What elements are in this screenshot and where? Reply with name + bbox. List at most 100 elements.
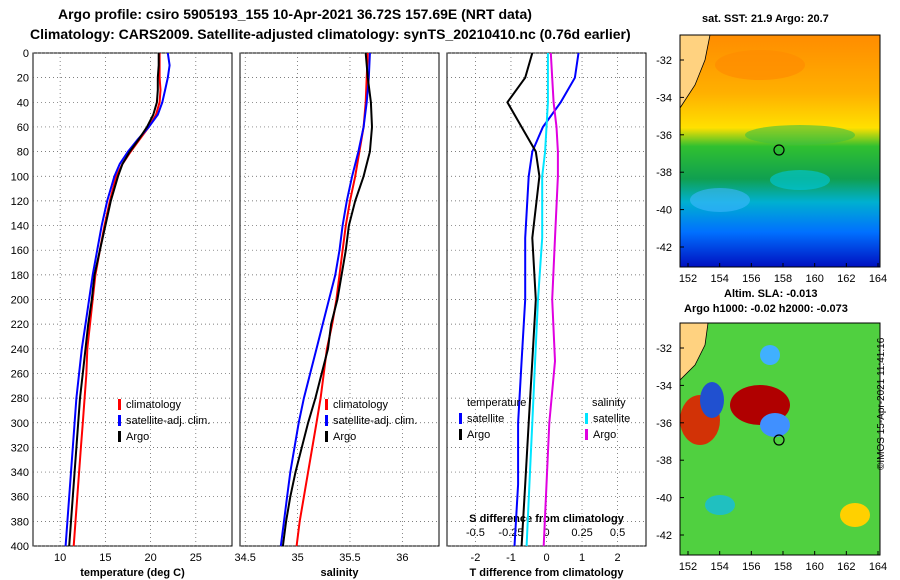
sst-map	[679, 34, 880, 267]
y-tick-label: 280	[11, 393, 29, 405]
map-x-tick-label: 154	[710, 561, 728, 573]
legend-label: satellite	[467, 413, 504, 425]
y-tick-label: 340	[11, 467, 29, 479]
legend-swatch	[585, 429, 588, 440]
legend-swatch	[325, 431, 328, 442]
plot-frame	[239, 52, 440, 547]
y-tick-label: 180	[11, 270, 29, 282]
series-line-s-satellite	[525, 53, 549, 547]
profile-title: Argo profile: csiro 5905193_155 10-Apr-2…	[58, 6, 532, 22]
plot-frame	[32, 52, 233, 547]
legend-heading: temperature	[467, 397, 526, 409]
copyright: ©IMOS 15-Apr-2021 11:41:16	[876, 337, 887, 470]
map-x-tick-label: 160	[805, 561, 823, 573]
sla-map-title: Altim. SLA: -0.013	[724, 288, 818, 300]
x-axis-label: salinity	[321, 567, 360, 579]
y-tick-label: 60	[17, 122, 29, 134]
map-y-tick-label: -34	[656, 380, 672, 392]
map-y-tick-label: -34	[656, 92, 672, 104]
x2-tick-label: -0.25	[498, 527, 523, 539]
y-tick-label: 260	[11, 368, 29, 380]
y-tick-label: 140	[11, 221, 29, 233]
map-x-tick-label: 156	[742, 561, 760, 573]
series-line-satellite-adj-clim-	[279, 52, 371, 547]
map-x-tick-label: 156	[742, 273, 760, 285]
x-tick-label: 1	[579, 552, 585, 564]
map-x-tick-label: 158	[774, 273, 792, 285]
x-tick-label: 35.5	[339, 552, 360, 564]
map-y-tick-label: -38	[656, 455, 672, 467]
sla-low-west	[700, 382, 724, 418]
x2-tick-label: 0.25	[571, 527, 592, 539]
front-patch	[745, 125, 855, 145]
legend-label: climatology	[333, 399, 389, 411]
legend-label: climatology	[126, 399, 182, 411]
map-y-tick-label: -36	[656, 130, 672, 142]
y-tick-label: 120	[11, 196, 29, 208]
x-tick-label: 36	[396, 552, 408, 564]
x2-tick-label: 0.5	[610, 527, 625, 539]
y-tick-label: 160	[11, 245, 29, 257]
y-tick-label: 200	[11, 295, 29, 307]
series-line-satellite-adj-clim-	[64, 52, 171, 547]
x-tick-label: 35	[291, 552, 303, 564]
argo-location-marker	[773, 144, 785, 156]
x-axis-label: temperature (deg C)	[80, 567, 185, 579]
salinity-panel: 34.5 35 35.5 36 salinity climatology satellite…	[235, 52, 440, 579]
map-y-tick-label: -32	[656, 343, 672, 355]
legend-swatch	[118, 431, 121, 442]
y-tick-label: 320	[11, 442, 29, 454]
eddy-patch	[770, 170, 830, 190]
legend-label: satellite-adj. clim.	[333, 415, 417, 427]
y-tick-label: 40	[17, 97, 29, 109]
x-tick-label: 25	[190, 552, 202, 564]
argo-location-marker	[773, 434, 785, 446]
x-tick-label: -1	[506, 552, 516, 564]
temperature-panel: 0 20 40 60 80 100 120 140 160 180 200 220 240 260 280 3…	[11, 48, 233, 579]
climatology-title: Climatology: CARS2009. Satellite-adjuste…	[30, 26, 631, 42]
y-tick-label: 380	[11, 516, 29, 528]
x2-axis-label: S difference from climatology	[469, 513, 625, 525]
series-line-argo	[281, 52, 374, 547]
legend-label: satellite-adj. clim.	[126, 415, 210, 427]
x-tick-label: 0	[543, 552, 549, 564]
sla-map-subtitle: Argo h1000: -0.02 h2000: -0.073	[684, 303, 848, 315]
sla-low-center	[760, 413, 790, 437]
y-tick-label: 100	[11, 171, 29, 183]
y-tick-label: 360	[11, 492, 29, 504]
legend-swatch	[459, 413, 462, 424]
legend-swatch	[459, 429, 462, 440]
map-y-tick-label: -36	[656, 418, 672, 430]
legend-label: satellite	[593, 413, 630, 425]
sst-map-title: sat. SST: 21.9 Argo: 20.7	[702, 13, 829, 25]
y-tick-label: 220	[11, 319, 29, 331]
map-x-tick-label: 162	[837, 561, 855, 573]
cool-patch	[690, 188, 750, 212]
x-tick-label: 15	[99, 552, 111, 564]
series-line-t-argo	[506, 52, 541, 547]
map-x-tick-label: 152	[679, 561, 697, 573]
map-x-tick-label: 164	[869, 561, 887, 573]
y-tick-label: 20	[17, 73, 29, 85]
warm-anomaly-patch	[715, 50, 805, 80]
legend-swatch	[118, 399, 121, 410]
x2-tick-label: 0	[543, 527, 549, 539]
x-axis-label: T difference from climatology	[469, 567, 624, 579]
map-y-tick-label: -40	[656, 205, 672, 217]
map-y-tick-label: -32	[656, 55, 672, 67]
series-line-t-satellite	[513, 52, 580, 547]
sla-map	[679, 322, 880, 555]
difference-panel: -2 -1 0 1 2 T difference from climatology -0.5…	[446, 52, 647, 579]
x-tick-label: 20	[144, 552, 156, 564]
y-tick-label: 0	[23, 48, 29, 60]
legend-heading: salinity	[592, 397, 626, 409]
legend-swatch	[325, 415, 328, 426]
legend-label: Argo	[593, 429, 616, 441]
map-y-tick-label: -38	[656, 167, 672, 179]
sst-map-frame	[679, 34, 881, 268]
legend-swatch	[325, 399, 328, 410]
legend-label: Argo	[333, 431, 356, 443]
x-tick-label: 2	[615, 552, 621, 564]
sla-map-frame	[679, 322, 881, 556]
